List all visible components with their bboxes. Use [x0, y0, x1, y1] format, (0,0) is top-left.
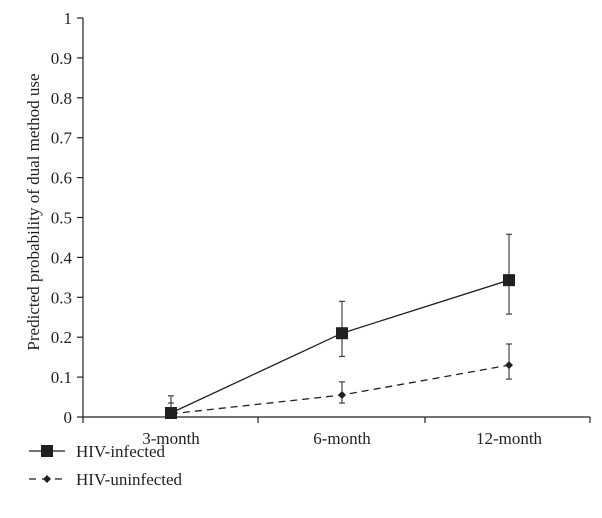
data-point-diamond [505, 361, 513, 370]
x-axis: 3-month 6-month 12-month [82, 416, 591, 448]
y-tick-label: 0.5 [51, 209, 72, 228]
data-point-diamond [338, 391, 346, 400]
legend-label: HIV-uninfected [76, 470, 183, 489]
y-tick-label: 0.8 [51, 89, 72, 108]
y-tick-label: 0.2 [51, 328, 72, 347]
y-tick-label: 0.1 [51, 368, 72, 387]
data-markers [165, 274, 515, 420]
data-point-square [336, 327, 348, 340]
y-tick-label: 1 [64, 9, 73, 28]
data-point-square [503, 274, 515, 287]
error-bars [168, 233, 512, 418]
y-tick-label: 0 [64, 408, 73, 427]
legend: HIV-infected HIV-uninfected [29, 442, 183, 489]
y-axis-title: Predicted probability of dual method use [24, 73, 43, 350]
x-tick-label: 12-month [476, 429, 543, 448]
y-tick-label: 0.3 [51, 288, 72, 307]
y-tick-label: 0.7 [51, 129, 73, 148]
y-axis: 0 0.1 0.2 0.3 0.4 0.5 0.6 0.7 0.8 0.9 1 [51, 9, 84, 427]
y-tick-label: 0.9 [51, 49, 72, 68]
data-point-diamond [167, 409, 175, 418]
x-tick-label: 3-month [142, 429, 200, 448]
legend-label: HIV-infected [76, 442, 166, 461]
x-tick-label: 6-month [313, 429, 371, 448]
y-tick-label: 0.6 [51, 169, 72, 188]
y-tick-label: 0.4 [51, 248, 73, 267]
legend-marker-diamond [43, 475, 51, 483]
legend-marker-square [41, 445, 53, 457]
